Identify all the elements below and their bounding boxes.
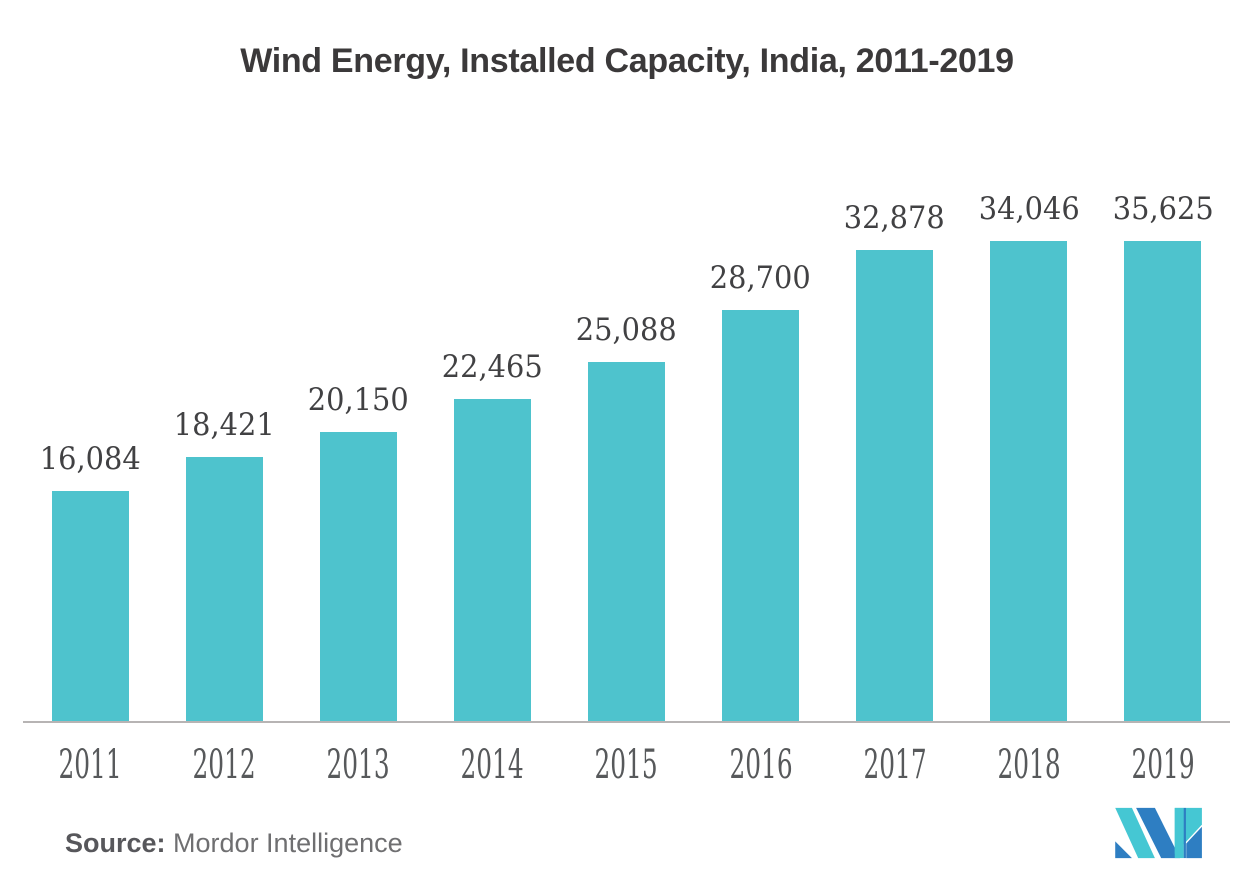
x-tick-label: 2014 [460,742,524,788]
x-tick-label: 2016 [729,742,793,788]
bar [453,399,531,721]
bar-value-label: 18,421 [173,407,275,443]
logo-teal-stroke [1115,807,1155,859]
bar-value-label: 16,084 [39,441,141,477]
chart-title: Wind Energy, Installed Capacity, India, … [240,42,1014,80]
logo-teal-column [1174,807,1184,859]
bar-column: 22,465 [425,191,559,721]
bar-column: 28,700 [694,191,828,721]
source-name: Mordor Intelligence [165,828,403,858]
plot-area: 16,084 18,421 20,150 22,465 25,088 28,700 32,8… [23,191,1230,723]
logo-blue-triangle [1186,826,1202,859]
bar-value-label: 20,150 [307,382,409,418]
bar [1124,241,1202,721]
bar-column: 20,150 [291,191,425,721]
bar-column: 35,625 [1096,191,1230,721]
x-tick-label: 2013 [326,742,390,788]
x-axis-tick-labels: 2011 2012 2013 2014 2015 2016 2017 2018 2019 [23,742,1230,788]
bar-value-label: 32,878 [844,200,946,236]
x-tick-label: 2018 [997,742,1061,788]
bar [856,250,934,721]
x-tick-label: 2017 [863,742,927,788]
bar [587,362,665,721]
source-attribution: Source: Mordor Intelligence [65,828,403,859]
x-tick-label: 2012 [192,742,256,788]
bar [319,432,397,721]
source-label: Source: [65,828,166,858]
bar-column: 16,084 [23,191,157,721]
bar-column: 25,088 [559,191,693,721]
bar [185,457,263,721]
bar-column: 18,421 [157,191,291,721]
bar-value-label: 28,700 [710,260,812,296]
x-tick-label: 2011 [58,742,122,788]
mordor-intelligence-logo [1115,807,1202,859]
bar-column: 34,046 [962,191,1096,721]
logo-blue-divider [1183,807,1186,859]
bar [51,491,129,721]
bar-column: 32,878 [828,191,962,721]
logo-blue-corner [1115,841,1132,859]
bar-value-label: 35,625 [1112,191,1214,227]
bar [990,241,1068,721]
bar-value-label: 22,465 [441,349,543,385]
x-tick-label: 2019 [1131,742,1195,788]
bar-value-label: 25,088 [576,312,677,348]
logo-blue-diagonal [1136,807,1180,859]
x-tick-label: 2015 [594,742,659,788]
bar-value-label: 34,046 [978,191,1080,227]
bar [722,310,800,721]
